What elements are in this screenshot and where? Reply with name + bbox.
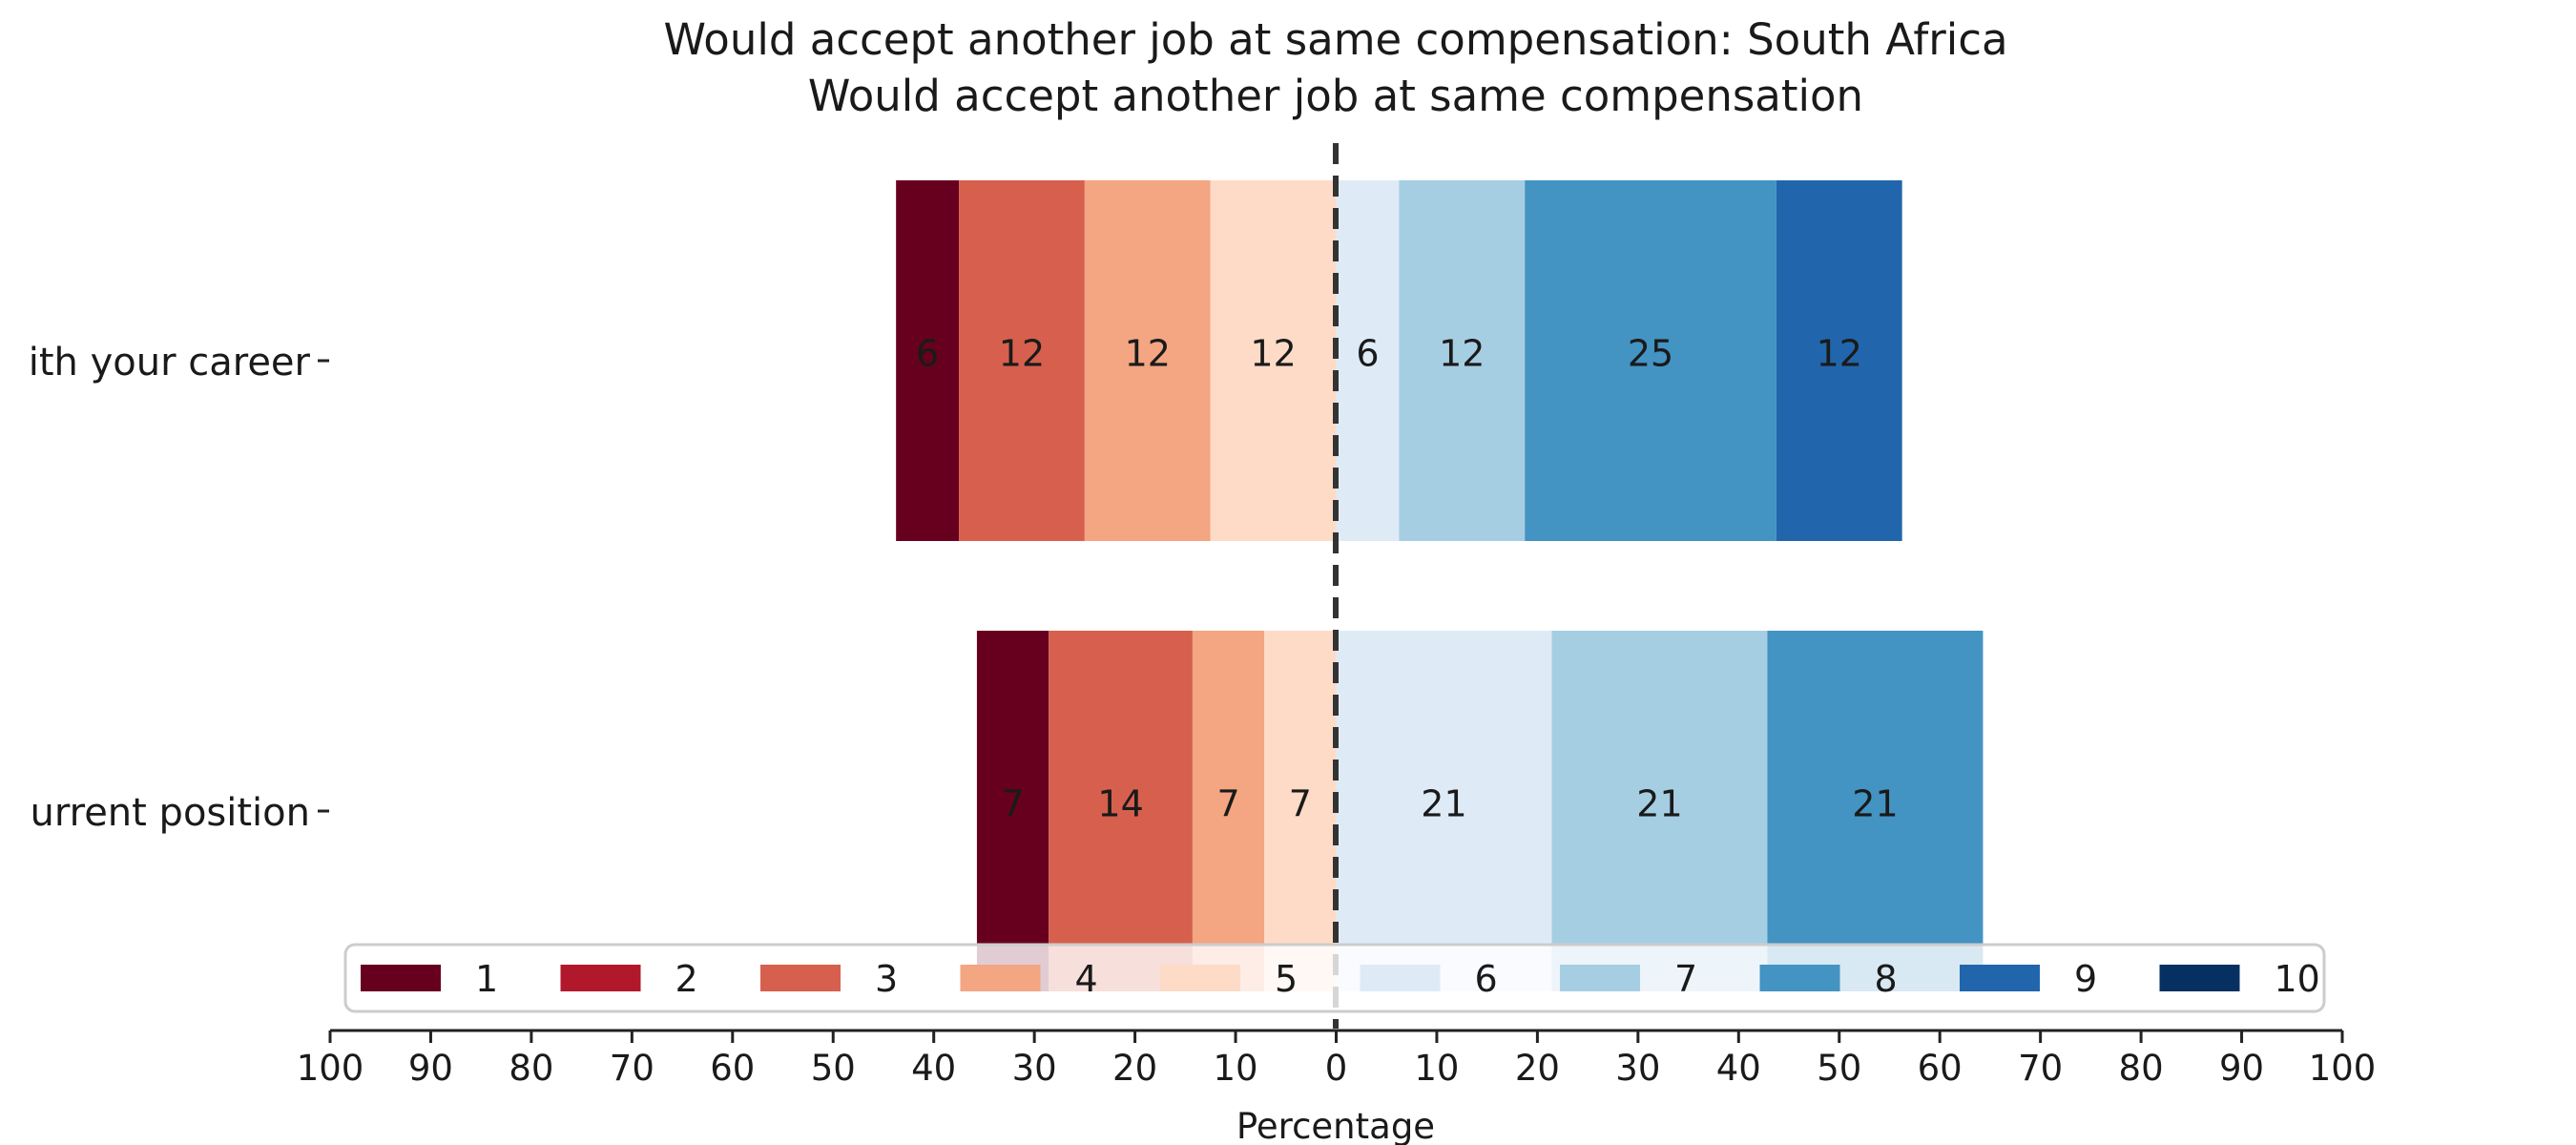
legend-label-10: 10 [2275, 958, 2320, 1000]
bar-segment-1-9 [1776, 180, 1902, 541]
x-tick-label-12: 20 [1515, 1048, 1560, 1089]
x-tick-label-20: 100 [2309, 1048, 2377, 1089]
legend-label-9: 9 [2074, 958, 2097, 1000]
legend-swatch-5 [1160, 965, 1240, 991]
segment-label-2-6: 21 [1421, 783, 1466, 825]
x-tick-label-2: 80 [509, 1048, 553, 1089]
bar-segment-1-8 [1525, 180, 1776, 541]
x-tick-label-17: 70 [2018, 1048, 2063, 1089]
bar-segment-2-1 [976, 631, 1049, 991]
bar-segment-2-8 [1767, 631, 1984, 991]
x-tick-label-1: 90 [408, 1048, 453, 1089]
x-tick-label-6: 40 [911, 1048, 956, 1089]
x-tick-label-4: 60 [710, 1048, 755, 1089]
bar-segment-2-6 [1336, 631, 1552, 991]
segment-label-1-3: 12 [999, 333, 1045, 375]
x-tick-label-16: 60 [1918, 1048, 1963, 1089]
chart-title: Would accept another job at same compens… [663, 14, 2007, 65]
bars-group [896, 180, 1984, 991]
bar-segment-1-1 [896, 180, 960, 541]
bar-segment-1-4 [1084, 180, 1211, 541]
bar-segment-2-7 [1551, 631, 1768, 991]
segment-label-2-8: 21 [1852, 783, 1898, 825]
legend-swatch-6 [1360, 965, 1441, 991]
y-axis: ith your career urrent position [29, 341, 329, 835]
legend-swatch-1 [361, 965, 441, 991]
legend-swatch-8 [1759, 965, 1840, 991]
legend-label-6: 6 [1475, 958, 1498, 1000]
segment-label-1-7: 12 [1439, 333, 1485, 375]
x-tick-label-10: 0 [1325, 1048, 1348, 1089]
x-tick-label-8: 20 [1112, 1048, 1157, 1089]
bar-segment-1-6 [1336, 180, 1400, 541]
legend-swatch-9 [1960, 965, 2040, 991]
legend-label-7: 7 [1674, 958, 1697, 1000]
segment-labels-group: 6 12 12 12 6 12 25 12 7 14 7 7 21 21 21 [916, 333, 1899, 825]
legend-label-8: 8 [1875, 958, 1898, 1000]
segment-label-1-1: 6 [916, 333, 939, 375]
x-tick-label-19: 90 [2219, 1048, 2264, 1089]
x-tick-label-3: 70 [610, 1048, 654, 1089]
segment-label-1-8: 25 [1628, 333, 1673, 375]
x-tick-label-13: 30 [1615, 1048, 1660, 1089]
x-tick-label-9: 10 [1214, 1048, 1258, 1089]
legend-label-3: 3 [875, 958, 898, 1000]
bar-segment-1-5 [1210, 180, 1337, 541]
bar-segment-1-7 [1399, 180, 1526, 541]
segment-label-1-4: 12 [1125, 333, 1171, 375]
segment-label-1-5: 12 [1250, 333, 1296, 375]
legend-swatch-2 [560, 965, 641, 991]
x-tick-label-7: 30 [1012, 1048, 1057, 1089]
bar-segment-1-3 [959, 180, 1085, 541]
legend-frame [343, 943, 2326, 1013]
x-tick-label-0: 100 [297, 1048, 364, 1089]
x-tick-label-15: 50 [1817, 1048, 1861, 1089]
x-axis: 100 90 80 70 60 50 40 30 20 10 0 10 20 30 40 50 60 70 80 90… [297, 1029, 2377, 1089]
bar-segment-2-5 [1264, 631, 1337, 991]
segment-label-2-5: 7 [1289, 783, 1312, 825]
bar-segment-2-4 [1192, 631, 1265, 991]
segment-label-1-9: 12 [1817, 333, 1862, 375]
segment-label-1-6: 6 [1356, 333, 1379, 375]
legend-swatch-10 [2159, 965, 2240, 991]
legend-swatch-7 [1560, 965, 1640, 991]
segment-label-2-1: 7 [1001, 783, 1024, 825]
segment-label-2-3: 14 [1097, 783, 1143, 825]
segment-label-2-4: 7 [1216, 783, 1239, 825]
segment-label-2-7: 21 [1636, 783, 1682, 825]
legend-label-5: 5 [1275, 958, 1298, 1000]
legend-swatch-4 [960, 965, 1041, 991]
x-tick-label-11: 10 [1414, 1048, 1459, 1089]
legend-label-4: 4 [1075, 958, 1098, 1000]
chart-subtitle: Would accept another job at same compens… [808, 71, 1863, 121]
legend: 1 2 3 4 5 6 7 8 9 10 [343, 943, 2326, 1013]
y-tick-label-2: urrent position [31, 791, 310, 835]
bar-segment-2-3 [1049, 631, 1193, 991]
y-tick-label-1: ith your career [29, 341, 311, 385]
x-tick-label-14: 40 [1716, 1048, 1761, 1089]
x-axis-label: Percentage [1236, 1106, 1435, 1145]
x-tick-label-18: 80 [2119, 1048, 2164, 1089]
x-tick-label-5: 50 [811, 1048, 856, 1089]
legend-swatch-3 [760, 965, 841, 991]
legend-label-2: 2 [675, 958, 698, 1000]
legend-label-1: 1 [475, 958, 498, 1000]
